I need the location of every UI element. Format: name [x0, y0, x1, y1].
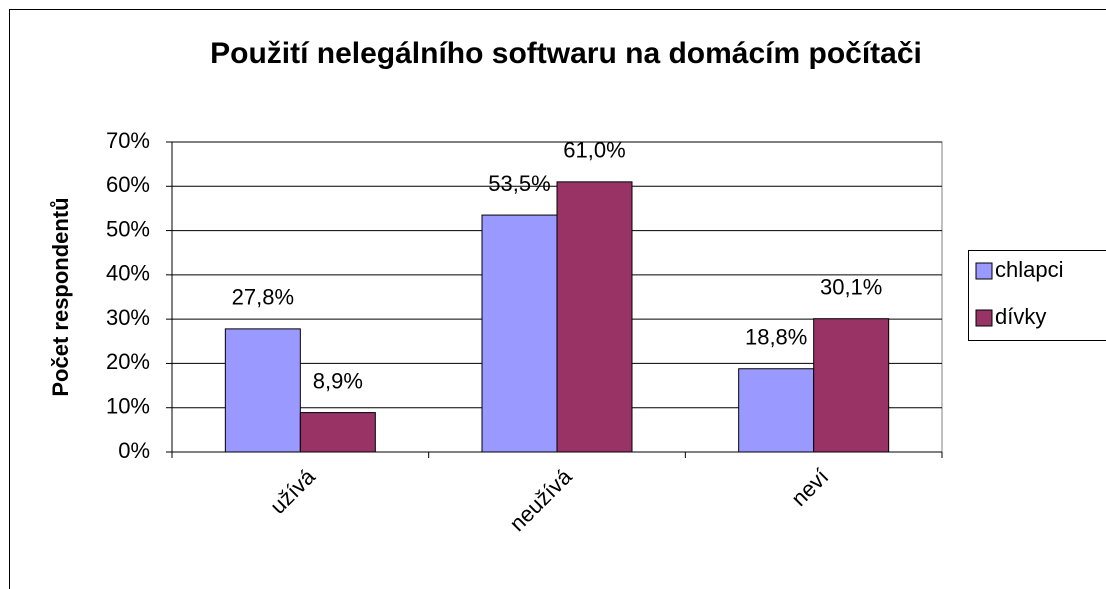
bar	[224, 328, 301, 453]
legend-label: dívky	[995, 304, 1046, 329]
value-label: 27,8%	[232, 285, 294, 310]
y-tick-label: 40%	[106, 261, 150, 286]
chart-title: Použití nelegálního softwaru na domácím …	[210, 37, 922, 70]
bar	[556, 181, 633, 453]
y-axis-label: Počet respondentů	[48, 197, 73, 396]
bar	[481, 214, 558, 453]
y-tick-label: 30%	[106, 305, 150, 330]
y-tick-label: 70%	[106, 128, 150, 153]
value-label: 53,5%	[488, 171, 550, 196]
bar	[299, 412, 376, 453]
bar	[813, 318, 890, 453]
bar	[738, 368, 815, 453]
y-tick-label: 60%	[106, 172, 150, 197]
y-tick-label: 10%	[106, 394, 150, 419]
value-label: 61,0%	[563, 138, 625, 163]
value-label: 30,1%	[820, 275, 882, 300]
legend-label: chlapci	[995, 257, 1063, 282]
y-tick-label: 50%	[106, 216, 150, 241]
value-label: 8,9%	[313, 368, 363, 393]
legend-swatch	[975, 309, 993, 327]
y-tick-label: 20%	[106, 349, 150, 374]
value-label: 18,8%	[745, 325, 807, 350]
legend-swatch	[975, 262, 993, 280]
y-tick-label: 0%	[118, 438, 150, 463]
